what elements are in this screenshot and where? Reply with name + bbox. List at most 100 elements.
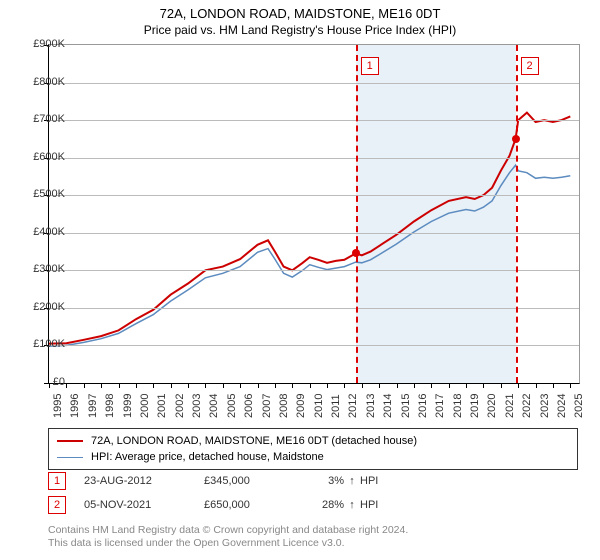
hpi-line <box>49 165 570 346</box>
legend-row-series2: HPI: Average price, detached house, Maid… <box>57 449 569 465</box>
xtick <box>449 383 450 388</box>
y-axis-label: £100K <box>17 338 65 350</box>
x-axis-label: 2010 <box>313 394 325 418</box>
chart-subtitle: Price paid vs. HM Land Registry's House … <box>0 21 600 41</box>
xtick <box>119 383 120 388</box>
xtick <box>292 383 293 388</box>
event-vline-label: 2 <box>521 57 539 75</box>
y-axis-label: £400K <box>17 226 65 238</box>
gridline-h <box>49 308 579 309</box>
chart-title: 72A, LONDON ROAD, MAIDSTONE, ME16 0DT <box>0 0 600 21</box>
x-axis-label: 1995 <box>52 394 64 418</box>
legend-swatch-series1 <box>57 440 83 442</box>
xtick <box>362 383 363 388</box>
plot-area: 12 <box>48 44 580 384</box>
xtick <box>136 383 137 388</box>
y-axis-label: £500K <box>17 188 65 200</box>
line-plot-svg <box>49 45 579 383</box>
gridline-h <box>49 345 579 346</box>
x-axis-label: 2008 <box>278 394 290 418</box>
transaction-marker-icon: 1 <box>48 472 66 490</box>
transaction-row: 1 23-AUG-2012 £345,000 3% ↑ HPI <box>48 472 378 490</box>
transaction-row: 2 05-NOV-2021 £650,000 28% ↑ HPI <box>48 496 378 514</box>
property-line <box>49 113 570 344</box>
x-axis-label: 2005 <box>226 394 238 418</box>
event-vline-label: 1 <box>361 57 379 75</box>
y-axis-label: £0 <box>17 376 65 388</box>
xtick <box>258 383 259 388</box>
x-axis-label: 2017 <box>434 394 446 418</box>
x-axis-label: 2003 <box>191 394 203 418</box>
x-axis-label: 2024 <box>556 394 568 418</box>
transaction-price: £345,000 <box>204 475 304 487</box>
x-axis-label: 2004 <box>208 394 220 418</box>
event-vline <box>516 45 518 383</box>
x-axis-label: 1996 <box>69 394 81 418</box>
legend-label-series1: 72A, LONDON ROAD, MAIDSTONE, ME16 0DT (d… <box>91 433 417 449</box>
transaction-suffix: HPI <box>360 475 378 487</box>
x-axis-label: 2023 <box>539 394 551 418</box>
xtick <box>466 383 467 388</box>
x-axis-label: 2019 <box>469 394 481 418</box>
xtick <box>223 383 224 388</box>
xtick <box>431 383 432 388</box>
x-axis-label: 2001 <box>156 394 168 418</box>
x-axis-label: 1997 <box>87 394 99 418</box>
y-axis-label: £700K <box>17 113 65 125</box>
transaction-suffix: HPI <box>360 499 378 511</box>
x-axis-label: 2020 <box>486 394 498 418</box>
xtick <box>327 383 328 388</box>
xtick <box>501 383 502 388</box>
xtick <box>397 383 398 388</box>
transaction-pct: 28% <box>304 499 344 511</box>
transaction-point-icon <box>352 249 360 257</box>
xtick <box>84 383 85 388</box>
legend-swatch-series2 <box>57 457 83 458</box>
gridline-h <box>49 195 579 196</box>
xtick <box>66 383 67 388</box>
x-axis-label: 2006 <box>243 394 255 418</box>
transaction-date: 05-NOV-2021 <box>84 499 204 511</box>
x-axis-label: 2016 <box>417 394 429 418</box>
y-axis-label: £300K <box>17 263 65 275</box>
xtick <box>344 383 345 388</box>
xtick <box>483 383 484 388</box>
xtick <box>205 383 206 388</box>
gridline-h <box>49 233 579 234</box>
xtick <box>570 383 571 388</box>
x-axis-label: 1998 <box>104 394 116 418</box>
xtick <box>171 383 172 388</box>
xtick <box>153 383 154 388</box>
x-axis-label: 2000 <box>139 394 151 418</box>
x-axis-label: 2018 <box>452 394 464 418</box>
xtick <box>536 383 537 388</box>
transaction-point-icon <box>512 135 520 143</box>
event-vline <box>356 45 358 383</box>
x-axis-label: 2014 <box>382 394 394 418</box>
x-axis-label: 2015 <box>400 394 412 418</box>
xtick <box>101 383 102 388</box>
transaction-marker-icon: 2 <box>48 496 66 514</box>
xtick <box>275 383 276 388</box>
x-axis-label: 2025 <box>573 394 585 418</box>
transaction-price: £650,000 <box>204 499 304 511</box>
x-axis-label: 2009 <box>295 394 307 418</box>
transaction-date: 23-AUG-2012 <box>84 475 204 487</box>
x-axis-label: 2007 <box>261 394 273 418</box>
x-axis-label: 2022 <box>521 394 533 418</box>
y-axis-label: £900K <box>17 38 65 50</box>
footer-text: Contains HM Land Registry data © Crown c… <box>48 524 408 550</box>
y-axis-label: £800K <box>17 76 65 88</box>
x-axis-label: 2011 <box>330 394 342 418</box>
x-axis-label: 2002 <box>174 394 186 418</box>
xtick <box>310 383 311 388</box>
y-axis-label: £200K <box>17 301 65 313</box>
gridline-h <box>49 83 579 84</box>
legend-box: 72A, LONDON ROAD, MAIDSTONE, ME16 0DT (d… <box>48 428 578 470</box>
xtick <box>414 383 415 388</box>
x-axis-label: 2013 <box>365 394 377 418</box>
gridline-h <box>49 270 579 271</box>
gridline-h <box>49 158 579 159</box>
xtick <box>553 383 554 388</box>
xtick <box>240 383 241 388</box>
